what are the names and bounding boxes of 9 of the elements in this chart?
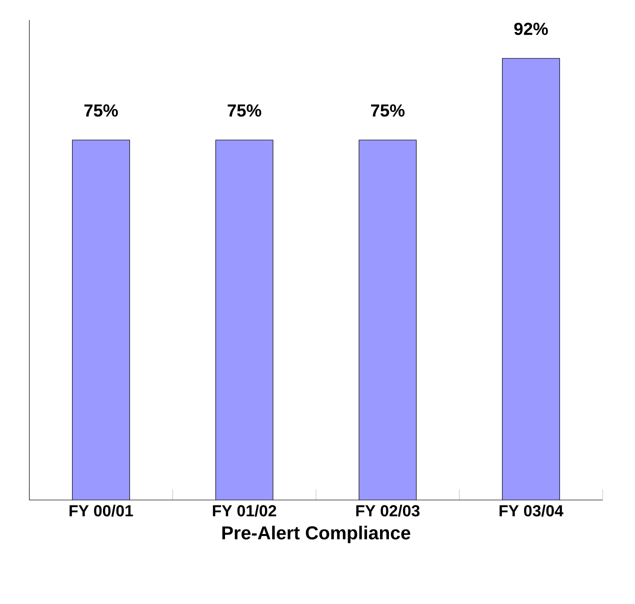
x-tick-label: FY 01/02	[212, 504, 276, 517]
x-tick-label: FY 00/01	[70, 504, 133, 517]
x-tick-label: FY 03/04	[500, 504, 564, 517]
x-axis-title: Pre-Alert Compliance	[222, 526, 410, 544]
data-label: 75%	[228, 104, 262, 117]
data-label: 75%	[84, 104, 118, 117]
x-tick-label: FY 02/03	[356, 504, 420, 517]
data-label: 92%	[514, 22, 548, 36]
data-label: 75%	[371, 104, 405, 117]
